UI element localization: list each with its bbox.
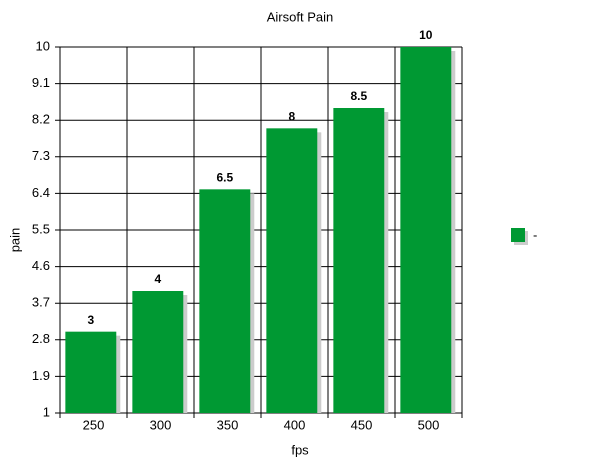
x-tick-label: 350 xyxy=(217,417,239,432)
bar xyxy=(333,108,385,413)
bar xyxy=(65,331,117,413)
x-tick-label: 300 xyxy=(150,417,172,432)
bar xyxy=(132,291,184,413)
y-tick-label: 1 xyxy=(43,404,50,419)
value-label: 3 xyxy=(87,313,94,327)
y-tick-label: 6.4 xyxy=(32,185,50,200)
y-tick-label: 2.8 xyxy=(32,331,50,346)
y-tick-label: 10 xyxy=(36,38,50,53)
y-tick-label: 3.7 xyxy=(32,295,50,310)
x-axis-label: fps xyxy=(291,442,309,457)
x-tick-label: 450 xyxy=(351,417,373,432)
y-tick-label: 8.2 xyxy=(32,112,50,127)
y-tick-label: 1.9 xyxy=(32,368,50,383)
legend-swatch xyxy=(511,228,525,242)
x-tick-label: 500 xyxy=(418,417,440,432)
y-tick-label: 7.3 xyxy=(32,148,50,163)
value-label: 4 xyxy=(154,272,161,286)
bar xyxy=(199,189,251,413)
y-tick-label: 4.6 xyxy=(32,258,50,273)
value-label: 6.5 xyxy=(216,171,233,185)
x-tick-label: 400 xyxy=(284,417,306,432)
legend-label: - xyxy=(533,227,537,242)
y-axis-label: pain xyxy=(7,228,22,253)
value-label: 8.5 xyxy=(350,89,367,103)
y-tick-label: 9.1 xyxy=(32,75,50,90)
value-label: 8 xyxy=(288,110,295,124)
bar xyxy=(400,47,452,413)
x-tick-label: 250 xyxy=(83,417,105,432)
y-tick-label: 5.5 xyxy=(32,221,50,236)
value-label: 10 xyxy=(419,28,433,42)
chart-title: Airsoft Pain xyxy=(267,9,333,24)
bar xyxy=(266,128,318,414)
